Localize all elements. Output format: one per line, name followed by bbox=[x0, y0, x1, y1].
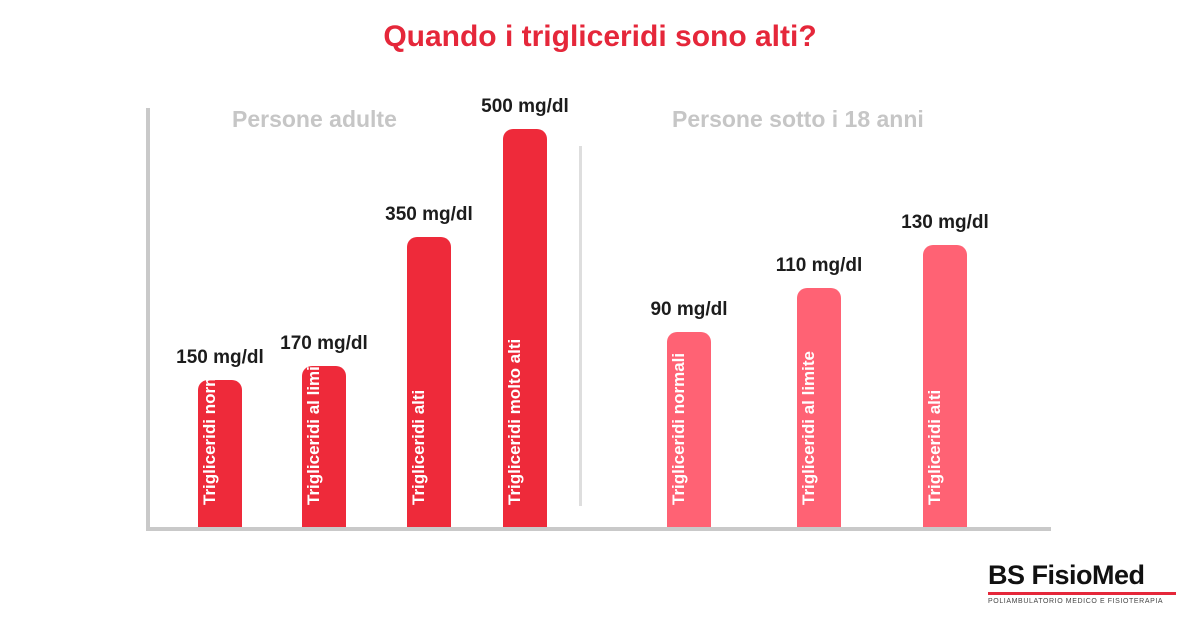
x-axis-line bbox=[146, 527, 1051, 531]
bar-category-label: Trigliceridi alti bbox=[925, 389, 944, 505]
group-label-under-18: Persone sotto i 18 anni bbox=[672, 106, 924, 132]
bar-value-label: 90 mg/dl bbox=[650, 299, 728, 320]
bar-category-label: Trigliceridi alti bbox=[409, 389, 428, 505]
bar-category-label: Trigliceridi al limite bbox=[799, 351, 818, 505]
bar-under-18-3: Trigliceridi alti bbox=[923, 245, 967, 527]
chart-title: Quando i trigliceridi sono alti? bbox=[383, 20, 817, 53]
bar-adults-1: Trigliceridi normali bbox=[198, 353, 242, 527]
bar-adults-4: Trigliceridi molto alti bbox=[503, 129, 547, 527]
bar-under-18-1: Trigliceridi normali bbox=[667, 332, 711, 527]
logo-underline bbox=[988, 592, 1176, 595]
logo-subtitle: POLIAMBULATORIO MEDICO E FISIOTERAPIA bbox=[988, 598, 1164, 605]
bar-value-label: 500 mg/dl bbox=[481, 96, 569, 117]
group-divider bbox=[579, 146, 582, 506]
bar-category-label: Trigliceridi normali bbox=[200, 352, 219, 505]
bar-value-label: 150 mg/dl bbox=[176, 347, 264, 368]
bar-category-label: Trigliceridi normali bbox=[669, 352, 688, 505]
bar-value-label: 130 mg/dl bbox=[901, 212, 989, 233]
bar-adults-3: Trigliceridi alti bbox=[407, 237, 451, 527]
bar-under-18-2: Trigliceridi al limite bbox=[797, 288, 841, 527]
bar-adults-2: Trigliceridi al limite bbox=[302, 351, 346, 527]
bar-category-label: Trigliceridi molto alti bbox=[505, 338, 524, 505]
bar-value-label: 170 mg/dl bbox=[280, 333, 368, 354]
logo-name: BS FisioMed bbox=[988, 560, 1145, 590]
bar-value-label: 110 mg/dl bbox=[775, 255, 863, 276]
brand-logo: BS FisioMed POLIAMBULATORIO MEDICO E FIS… bbox=[988, 560, 1176, 605]
group-label-adults: Persone adulte bbox=[232, 106, 397, 132]
bar-category-label: Trigliceridi al limite bbox=[304, 351, 323, 505]
y-axis-line bbox=[146, 108, 150, 531]
bar-value-label: 350 mg/dl bbox=[385, 204, 473, 225]
